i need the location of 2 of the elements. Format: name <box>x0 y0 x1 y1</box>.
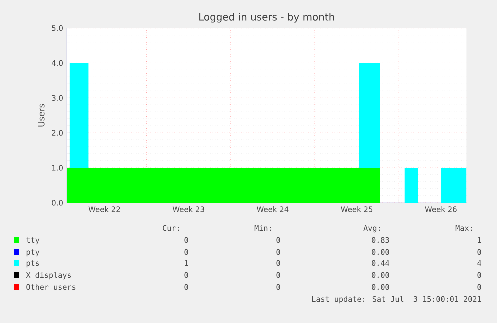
y-axis-title: Users <box>38 104 45 127</box>
chart-title: Logged in users - by month <box>200 13 334 23</box>
